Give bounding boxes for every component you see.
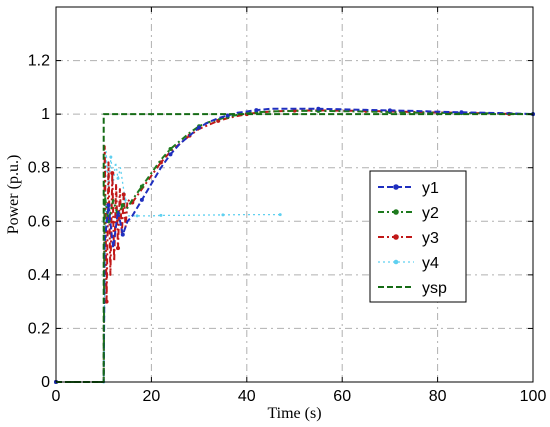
series-line-y4 (103, 150, 281, 383)
legend-item-y2: y2 (378, 205, 439, 222)
x-tick-label: 0 (52, 388, 61, 405)
data-point-y3 (104, 299, 109, 304)
y-tick-label: 1.2 (28, 53, 50, 70)
data-point-y4 (159, 213, 163, 217)
data-point-y1 (139, 197, 144, 202)
data-point-y1 (120, 232, 125, 237)
data-point-y4 (109, 155, 113, 159)
y-tick-label: 0.4 (28, 267, 50, 284)
x-tick-label: 100 (520, 388, 547, 405)
legend-label-y2: y2 (422, 205, 439, 222)
data-point-y1 (316, 106, 321, 111)
legend-label-y1: y1 (422, 180, 439, 197)
data-point-y1 (387, 108, 392, 113)
data-point-y3 (116, 246, 121, 251)
data-point-y2 (120, 203, 125, 208)
legend-item-y1: y1 (378, 180, 439, 197)
x-tick-label: 40 (238, 388, 256, 405)
data-point-y3 (110, 171, 115, 176)
legend-marker-y3 (393, 234, 399, 240)
data-point-y1 (254, 108, 259, 113)
data-point-y1 (225, 113, 230, 118)
data-point-y4 (135, 214, 139, 218)
x-tick-label: 20 (143, 388, 161, 405)
y-tick-label: 0.2 (28, 320, 50, 337)
data-point-y4 (221, 213, 225, 217)
legend-item-y4: y4 (378, 255, 439, 272)
data-point-y4 (116, 176, 120, 180)
data-point-y1 (106, 203, 111, 208)
legend-items: y1 y2 y3 y4 ysp (378, 180, 447, 297)
legend: y1 y2 y3 y4 ysp (369, 170, 467, 303)
series-line-y2 (56, 109, 534, 383)
legend-marker-y1 (393, 184, 399, 190)
series-line-y1 (56, 107, 534, 383)
x-tick-label: 60 (333, 388, 351, 405)
legend-item-ysp: ysp (378, 280, 447, 297)
series-y4 (102, 150, 282, 384)
series-y1 (54, 106, 535, 384)
data-point-y1 (168, 152, 173, 157)
legend-marker-y2 (393, 209, 399, 215)
legend-item-y3: y3 (378, 230, 439, 247)
legend-label-y3: y3 (422, 230, 439, 247)
legend-box (369, 170, 467, 303)
legend-label-y4: y4 (422, 255, 439, 272)
legend-marker-y4 (393, 259, 399, 265)
y-axis-label: Power (p.u.) (5, 155, 22, 235)
x-axis-label: Time (s) (267, 405, 321, 422)
data-point-y1 (459, 110, 464, 115)
tick-layer: 0 20 40 60 80 100 0 0.2 0.4 0.6 0.8 1 1.2 (28, 7, 547, 405)
data-point-y4 (278, 213, 282, 217)
y-tick-label: 1 (41, 106, 50, 123)
data-point-y1 (197, 125, 202, 130)
legend-label-ysp: ysp (422, 280, 447, 297)
data-point-y3 (121, 192, 126, 197)
data-point-y2 (139, 184, 144, 189)
x-tick-label: 80 (429, 388, 447, 405)
y-tick-label: 0.6 (28, 213, 50, 230)
y-tick-label: 0.8 (28, 160, 50, 177)
plot-frame (55, 6, 534, 383)
data-point-y2 (168, 146, 173, 151)
y-tick-label: 0 (41, 374, 50, 391)
